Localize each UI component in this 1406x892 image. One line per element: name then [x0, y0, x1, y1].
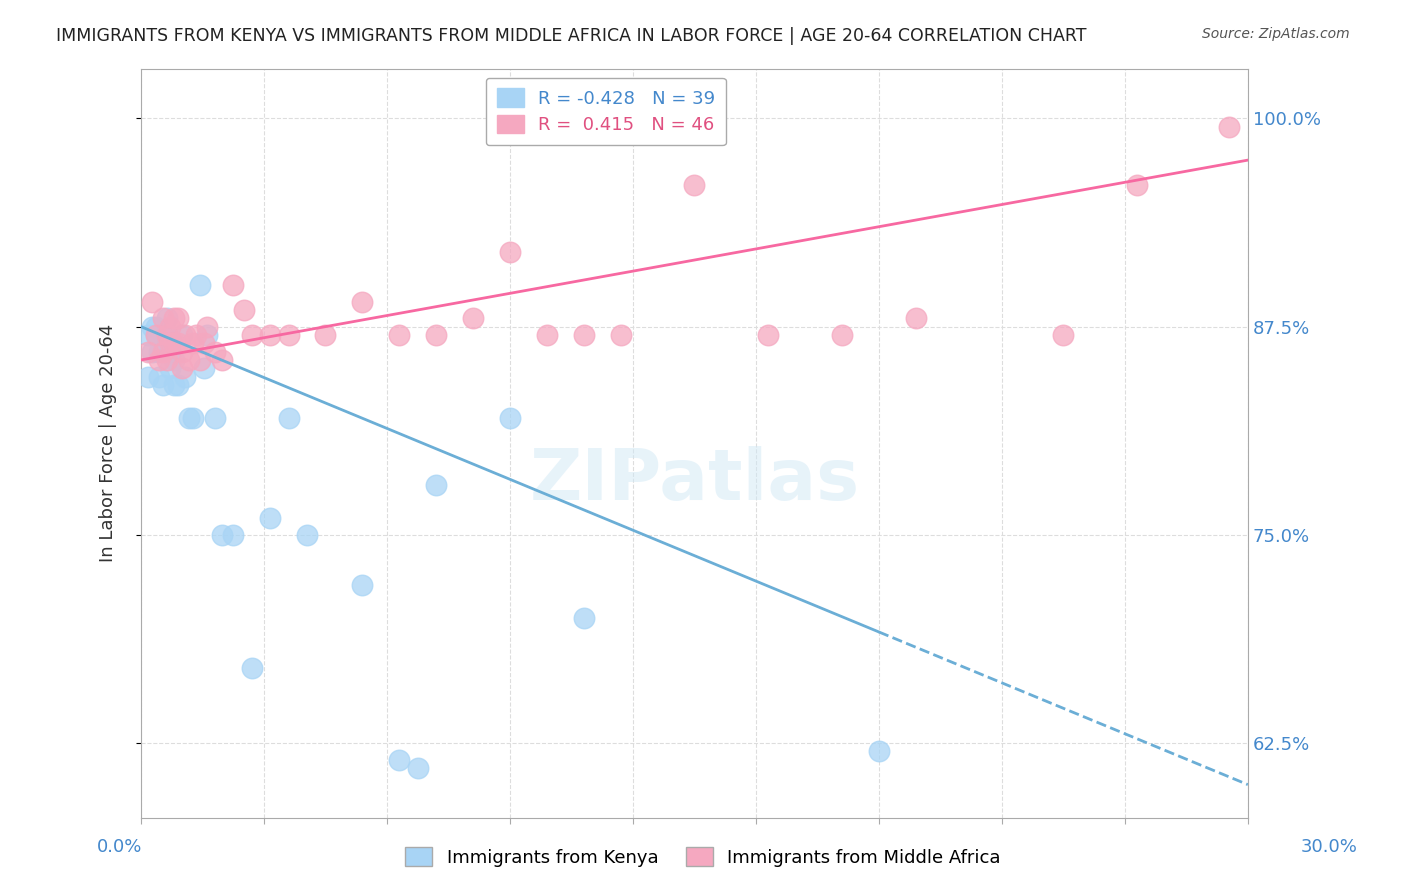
Legend: Immigrants from Kenya, Immigrants from Middle Africa: Immigrants from Kenya, Immigrants from M…: [398, 840, 1008, 874]
Point: [156, 353, 179, 368]
Point: [831, 328, 853, 343]
Point: [1052, 328, 1074, 343]
Point: [170, 344, 193, 359]
Point: [222, 528, 245, 542]
Point: [174, 328, 197, 343]
Point: [167, 311, 190, 326]
Point: [159, 336, 181, 351]
Point: [163, 311, 186, 326]
Point: [756, 328, 779, 343]
Point: [148, 353, 170, 368]
Point: [156, 328, 179, 343]
Point: [499, 411, 522, 425]
Point: [195, 328, 218, 343]
Text: 0.0%: 0.0%: [97, 838, 142, 855]
Point: [193, 361, 215, 376]
Point: [148, 369, 170, 384]
Point: [259, 328, 281, 343]
Point: [156, 311, 179, 326]
Point: [177, 411, 200, 425]
Point: [406, 761, 429, 775]
Point: [141, 294, 163, 309]
Point: [152, 328, 174, 343]
Point: [159, 344, 181, 359]
Point: [868, 744, 890, 758]
Text: Source: ZipAtlas.com: Source: ZipAtlas.com: [1202, 27, 1350, 41]
Legend: R = -0.428   N = 39, R =  0.415   N = 46: R = -0.428 N = 39, R = 0.415 N = 46: [485, 78, 725, 145]
Point: [1126, 178, 1149, 193]
Point: [222, 278, 245, 293]
Point: [167, 336, 190, 351]
Point: [314, 328, 336, 343]
Point: [211, 353, 233, 368]
Point: [572, 611, 595, 625]
Point: [388, 753, 411, 767]
Point: [152, 311, 174, 326]
Point: [152, 378, 174, 392]
Point: [388, 328, 411, 343]
Point: [204, 411, 226, 425]
Point: [425, 478, 447, 492]
Y-axis label: In Labor Force | Age 20-64: In Labor Force | Age 20-64: [100, 324, 117, 562]
Point: [159, 319, 181, 334]
Point: [277, 411, 299, 425]
Point: [163, 353, 186, 368]
Text: ZIPatlas: ZIPatlas: [529, 446, 859, 516]
Point: [138, 369, 160, 384]
Point: [163, 336, 186, 351]
Text: IMMIGRANTS FROM KENYA VS IMMIGRANTS FROM MIDDLE AFRICA IN LABOR FORCE | AGE 20-6: IMMIGRANTS FROM KENYA VS IMMIGRANTS FROM…: [56, 27, 1087, 45]
Point: [259, 511, 281, 525]
Point: [295, 528, 318, 542]
Point: [683, 178, 706, 193]
Point: [181, 336, 204, 351]
Point: [188, 278, 211, 293]
Point: [1218, 120, 1240, 134]
Point: [167, 378, 190, 392]
Point: [174, 369, 197, 384]
Point: [240, 328, 263, 343]
Point: [170, 328, 193, 343]
Point: [240, 661, 263, 675]
Point: [193, 336, 215, 351]
Point: [170, 361, 193, 376]
Point: [163, 378, 186, 392]
Point: [352, 294, 374, 309]
Point: [211, 528, 233, 542]
Point: [188, 353, 211, 368]
Point: [145, 328, 167, 343]
Point: [138, 344, 160, 359]
Point: [609, 328, 631, 343]
Point: [425, 328, 447, 343]
Point: [156, 328, 179, 343]
Point: [159, 361, 181, 376]
Point: [152, 344, 174, 359]
Text: 30.0%: 30.0%: [1301, 838, 1357, 855]
Point: [572, 328, 595, 343]
Point: [148, 344, 170, 359]
Point: [277, 328, 299, 343]
Point: [352, 578, 374, 592]
Point: [186, 328, 208, 343]
Point: [181, 411, 204, 425]
Point: [499, 244, 522, 259]
Point: [141, 344, 163, 359]
Point: [138, 328, 160, 343]
Point: [461, 311, 484, 326]
Point: [145, 319, 167, 334]
Point: [904, 311, 927, 326]
Point: [1052, 844, 1074, 858]
Point: [204, 344, 226, 359]
Point: [141, 319, 163, 334]
Point: [536, 328, 558, 343]
Point: [195, 319, 218, 334]
Point: [145, 328, 167, 343]
Point: [233, 303, 256, 318]
Point: [177, 353, 200, 368]
